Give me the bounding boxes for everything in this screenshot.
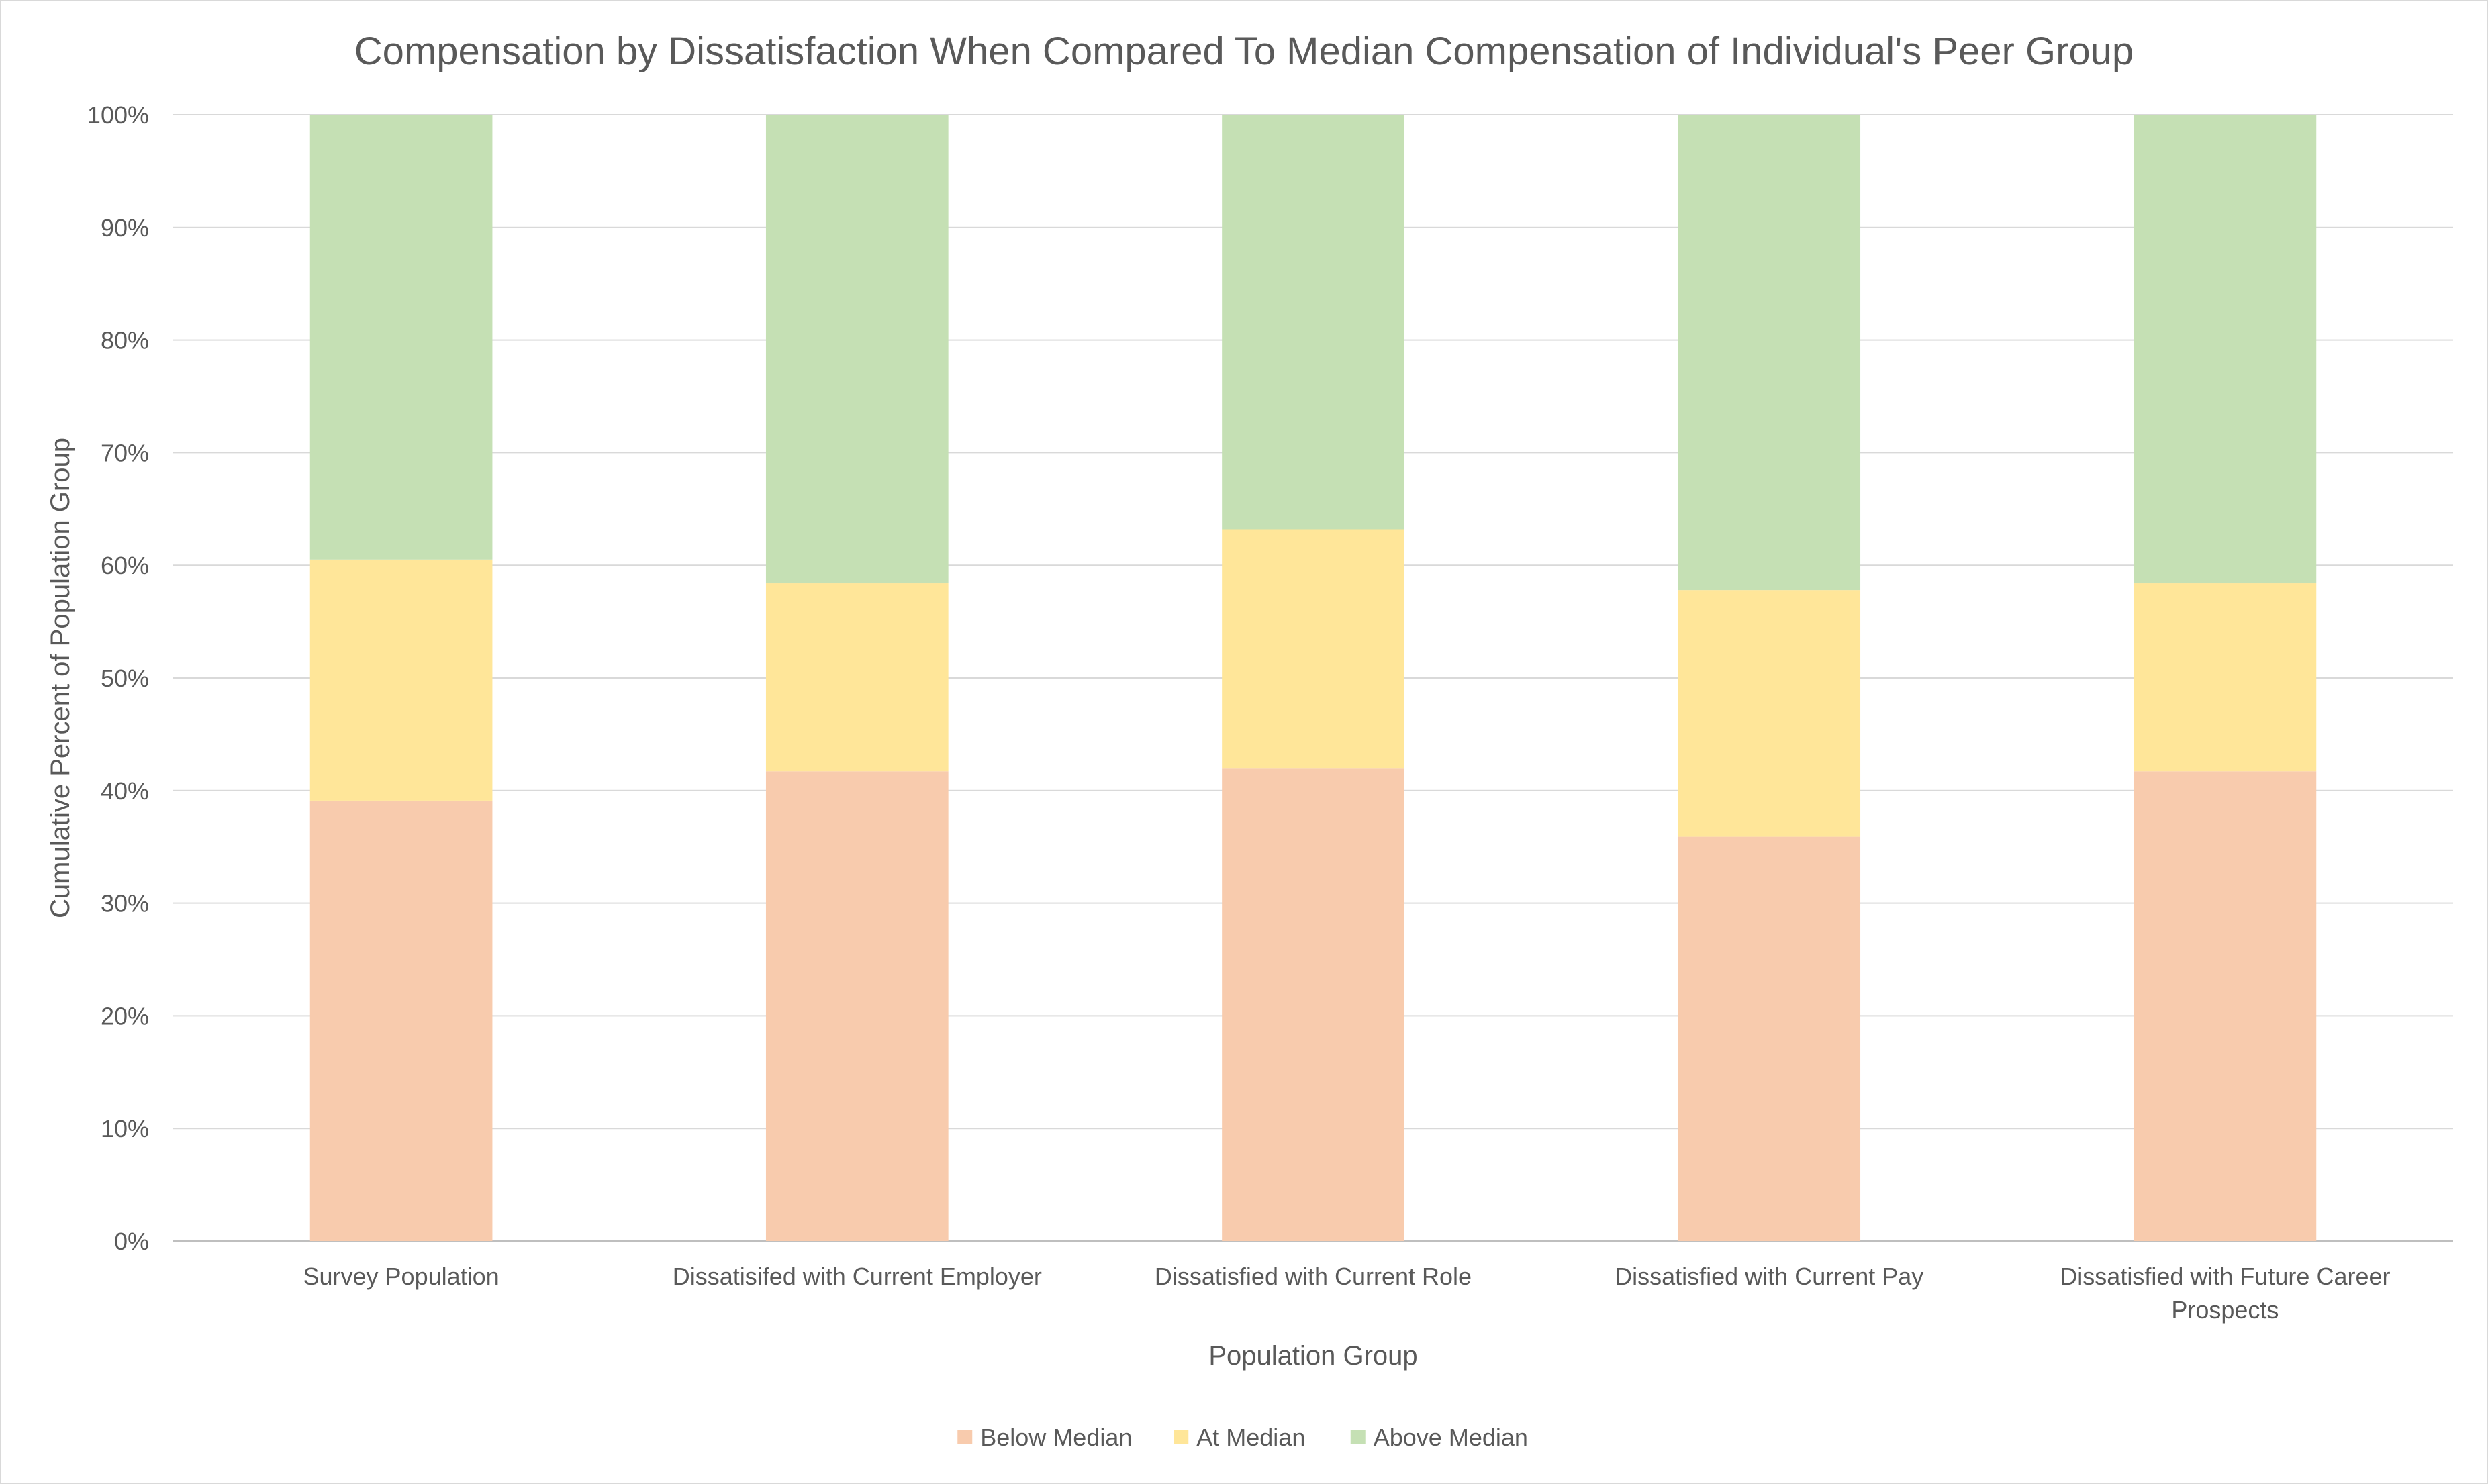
bar-segment-below-median <box>765 771 949 1241</box>
bar-segment-above-median <box>765 115 949 584</box>
axes: 0% 10% 20% 30% 40% 50% 60% 70% 80% 90% 100% Survey … <box>87 101 2391 1324</box>
bar-stack <box>2134 115 2317 1241</box>
bar-segment-below-median <box>2134 771 2317 1241</box>
legend-item: Below Median <box>957 1424 1132 1451</box>
y-tick-label: 0% <box>114 1228 149 1255</box>
bar-segment-below-median <box>309 800 493 1241</box>
bar-stack <box>309 115 493 1241</box>
y-tick-label: 30% <box>101 890 149 918</box>
y-tick-label: 40% <box>101 777 149 805</box>
y-tick-label: 10% <box>101 1115 149 1142</box>
y-tick-label: 50% <box>101 664 149 692</box>
x-tick-label: Dissatisifed with Current Employer <box>673 1263 1042 1290</box>
y-tick-label: 60% <box>101 552 149 579</box>
bar-segment-above-median <box>1678 115 1861 591</box>
legend-swatch <box>957 1430 973 1444</box>
x-tick-label: Dissatisfied with Future Career <box>2060 1263 2390 1290</box>
bar-stack <box>1678 115 1861 1241</box>
bar-segment-above-median <box>2134 115 2317 584</box>
y-tick-label: 20% <box>101 1002 149 1030</box>
legend: Below Median At Median Above Median <box>957 1424 1528 1451</box>
y-axis-title: Cumulative Percent of Population Group <box>46 438 75 918</box>
bar-segment-at-median <box>309 559 493 801</box>
legend-swatch <box>1350 1430 1366 1444</box>
legend-label: Above Median <box>1374 1424 1528 1451</box>
x-tick-label: Survey Population <box>303 1263 499 1290</box>
x-tick-label: Prospects <box>2171 1296 2279 1324</box>
bar-stack <box>1222 115 1404 1241</box>
bar-segment-at-median <box>2134 583 2317 772</box>
bars <box>309 115 2317 1241</box>
bar-segment-above-median <box>309 115 493 560</box>
y-tick-label: 100% <box>87 101 149 129</box>
bar-segment-below-median <box>1222 768 1404 1241</box>
legend-label: Below Median <box>980 1424 1132 1451</box>
x-tick-label: Dissatisfied with Current Pay <box>1615 1263 1923 1290</box>
legend-swatch <box>1174 1430 1189 1444</box>
y-tick-label: 90% <box>101 214 149 242</box>
legend-label: At Median <box>1196 1424 1305 1451</box>
chart-title: Compensation by Dissatisfaction When Com… <box>354 30 2134 73</box>
bar-segment-at-median <box>765 583 949 772</box>
y-tick-label: 70% <box>101 439 149 466</box>
x-axis-title: Population Group <box>1208 1341 1417 1371</box>
bar-segment-below-median <box>1678 836 1861 1241</box>
legend-item: At Median <box>1174 1424 1305 1451</box>
bar-segment-at-median <box>1678 590 1861 837</box>
bar-segment-at-median <box>1222 529 1404 769</box>
bar-stack <box>765 115 949 1241</box>
bar-segment-above-median <box>1222 115 1404 530</box>
y-tick-label: 80% <box>101 327 149 354</box>
x-tick-label: Dissatisfied with Current Role <box>1155 1263 1472 1290</box>
legend-item: Above Median <box>1350 1424 1528 1451</box>
